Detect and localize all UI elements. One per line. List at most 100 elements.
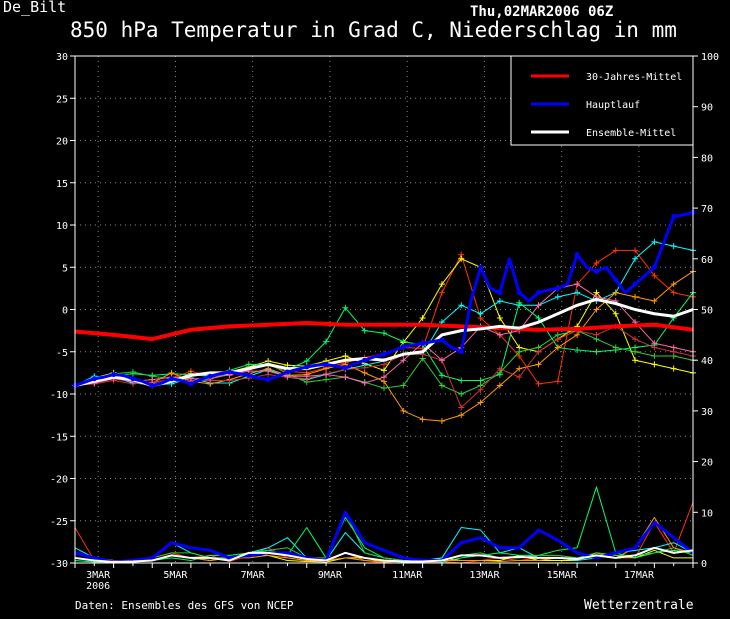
data-point	[574, 289, 581, 296]
y-right-tick-label: 70	[701, 204, 713, 215]
data-point	[304, 364, 310, 370]
data-point	[496, 298, 503, 305]
data-point	[536, 290, 541, 296]
data-point	[188, 381, 194, 387]
data-point	[496, 331, 503, 338]
station-name: De_Bilt	[3, 0, 67, 16]
data-point	[438, 372, 445, 379]
data-point	[400, 344, 406, 350]
y-right-tick-label: 10	[701, 508, 713, 519]
data-point	[554, 378, 561, 385]
data-point	[361, 327, 368, 334]
legend-label: Hauptlauf	[586, 100, 640, 111]
data-point	[574, 281, 581, 288]
data-point	[381, 330, 387, 337]
y-right-tick-label: 80	[701, 153, 713, 164]
data-point	[651, 352, 658, 359]
data-point	[535, 361, 542, 368]
y-left-tick-label: 5	[62, 263, 68, 274]
data-point	[651, 264, 657, 270]
data-point	[438, 382, 445, 389]
precip-member-line-5	[74, 516, 694, 562]
data-point	[612, 247, 619, 254]
data-point	[381, 361, 387, 368]
data-point	[323, 361, 329, 367]
data-point	[458, 404, 465, 411]
climate-mean-line	[74, 321, 694, 342]
y-left-tick-label: -15	[50, 432, 68, 443]
data-point	[516, 299, 523, 306]
data-point	[438, 289, 445, 296]
data-point	[323, 371, 330, 378]
data-point	[612, 310, 619, 317]
data-point	[361, 364, 368, 371]
data-point	[477, 310, 484, 317]
data-point	[554, 293, 561, 300]
data-point	[612, 344, 619, 351]
data-point	[497, 290, 503, 296]
data-point	[438, 281, 445, 288]
data-point	[632, 247, 639, 254]
data-point	[284, 369, 290, 375]
legend: 30-Jahres-Mittel Hauptlauf Ensemble-Mittel	[510, 55, 694, 146]
data-point	[169, 376, 175, 382]
data-point	[632, 348, 639, 355]
data-point	[130, 376, 136, 382]
y-left-tick-label: -30	[50, 559, 68, 570]
data-point	[651, 298, 658, 305]
precip-main-line	[74, 510, 694, 564]
data-point	[593, 306, 600, 313]
data-point	[362, 357, 368, 363]
data-point	[342, 304, 349, 311]
data-point	[535, 314, 542, 321]
data-point	[129, 369, 136, 376]
data-point	[381, 367, 387, 374]
data-point	[419, 416, 426, 423]
data-point	[381, 374, 387, 381]
y-left-tick-label: -25	[50, 517, 68, 528]
data-point	[420, 340, 426, 346]
data-point	[477, 386, 484, 393]
x-tick-label: 17MAR	[624, 570, 655, 581]
data-point	[632, 281, 638, 287]
data-point	[593, 260, 600, 267]
data-point	[342, 374, 349, 381]
data-point	[323, 376, 330, 383]
x-tick-sublabel: 2006	[86, 581, 110, 592]
temp-member-line-5	[74, 271, 694, 422]
precip-ens-mean-line	[74, 546, 694, 563]
x-tick-label: 3MAR	[86, 570, 111, 581]
data-point	[516, 365, 523, 372]
data-point	[651, 272, 658, 279]
data-point	[342, 365, 348, 371]
y-right-tick-label: 30	[701, 407, 713, 418]
data-point	[496, 314, 503, 321]
y-left-tick-label: 20	[56, 137, 68, 148]
y-right-tick-label: 40	[701, 356, 713, 367]
data-point	[438, 357, 445, 364]
legend-box	[510, 55, 694, 146]
data-point	[670, 344, 677, 351]
data-point	[632, 255, 639, 262]
data-point	[361, 369, 368, 376]
x-tick-label: 5MAR	[163, 570, 188, 581]
data-point	[670, 289, 677, 296]
data-point	[516, 348, 523, 355]
data-point	[207, 373, 213, 379]
data-point	[91, 376, 97, 382]
data-point	[593, 348, 600, 355]
data-point	[323, 338, 330, 345]
data-point	[458, 377, 465, 384]
data-point	[516, 374, 523, 381]
data-point	[342, 352, 349, 359]
data-point	[593, 331, 600, 338]
data-point	[651, 361, 658, 368]
data-point	[554, 344, 561, 351]
y-left-tick-label: 25	[56, 94, 68, 105]
y-left-tick-label: 15	[56, 179, 68, 190]
data-point	[458, 412, 465, 419]
y-left-tick-label: -10	[50, 390, 68, 401]
data-point	[574, 252, 580, 258]
y-left-tick-label: -20	[50, 475, 68, 486]
axes: 302520151050-5-10-15-20-25-3010090807060…	[50, 52, 719, 592]
